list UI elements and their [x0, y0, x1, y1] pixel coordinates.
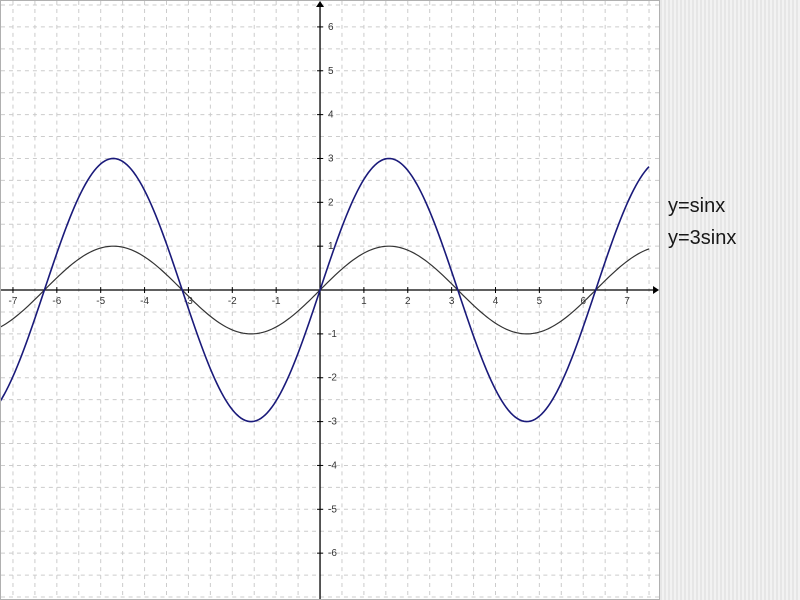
y-tick-label: -5 [328, 504, 337, 515]
x-axis-arrow [653, 286, 659, 294]
y-tick-label: -2 [328, 373, 337, 384]
y-tick-label: -1 [328, 329, 337, 340]
x-tick-label: 1 [361, 296, 367, 307]
plot-panel: -7-6-5-4-3-2-11234567-6-5-4-3-2-1123456 [0, 0, 660, 600]
x-tick-label: -2 [228, 296, 237, 307]
x-tick-label: 2 [405, 296, 411, 307]
x-tick-label: 5 [537, 296, 543, 307]
y-tick-label: -6 [328, 548, 337, 559]
x-tick-label: 7 [624, 296, 630, 307]
y-tick-label: 2 [328, 197, 334, 208]
plot-svg: -7-6-5-4-3-2-11234567-6-5-4-3-2-1123456 [1, 1, 659, 599]
x-tick-label: 3 [449, 296, 455, 307]
y-tick-label: -4 [328, 460, 337, 471]
y-tick-label: 3 [328, 153, 334, 164]
equation-label: y=3sinx [668, 222, 736, 254]
x-tick-label: -7 [9, 296, 18, 307]
x-tick-label: 4 [493, 296, 499, 307]
y-tick-label: -3 [328, 417, 337, 428]
x-tick-label: -4 [140, 296, 149, 307]
equation-labels: y=sinxy=3sinx [668, 190, 736, 254]
x-tick-label: -1 [272, 296, 281, 307]
y-axis-arrow [316, 1, 324, 7]
side-panel: y=sinxy=3sinx [660, 0, 800, 600]
y-tick-label: 6 [328, 22, 334, 33]
y-tick-label: 4 [328, 110, 334, 121]
x-tick-label: -5 [96, 296, 105, 307]
equation-label: y=sinx [668, 190, 736, 222]
y-tick-label: 5 [328, 66, 334, 77]
page-container: -7-6-5-4-3-2-11234567-6-5-4-3-2-1123456 … [0, 0, 800, 600]
x-tick-label: -6 [52, 296, 61, 307]
